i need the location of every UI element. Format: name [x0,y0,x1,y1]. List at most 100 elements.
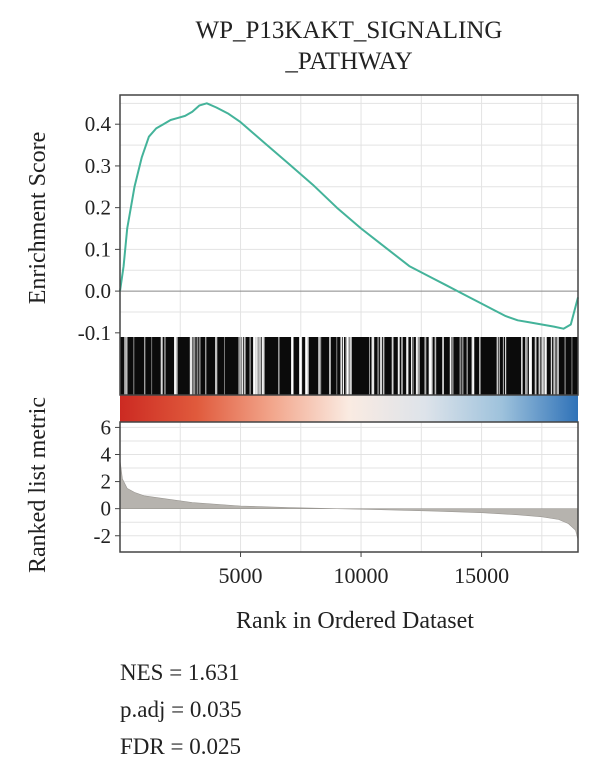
hit-gap [261,337,264,395]
hit-gap [238,337,241,395]
hit-gap [199,337,201,395]
hit-gap [479,337,481,395]
es-ytick-label: 0.1 [85,237,111,261]
hit-gap [305,337,308,395]
hit-gap [397,337,400,395]
hit-gap [564,337,566,395]
es-panel-frame [119,94,579,396]
hit-gap [196,337,199,395]
hit-gap [263,337,265,395]
hit-gap [558,337,559,395]
es-ytick-label: 0.2 [85,196,111,220]
hit-gap [193,337,196,395]
ranked-ytick-label: 6 [101,415,112,439]
hit-gap [292,337,293,395]
hit-gap [449,337,452,395]
hit-gap [255,337,258,395]
hit-gap [379,337,381,395]
es-ytick-label: 0.3 [85,154,111,178]
hit-gap [151,337,153,395]
hit-gap [340,337,343,395]
fdr-value: FDR = 0.025 [120,734,241,759]
hit-gap [459,337,462,395]
hit-gap [417,337,420,395]
ranked-ytick-label: 2 [101,470,112,494]
hit-bars [120,337,578,395]
hit-gap [550,337,553,395]
axis-text: 0.4 0.3 0.2 0.1 0.0 -0.1 6 4 2 0 -2 5000 10000 15000 R… [25,112,509,634]
hit-gap [300,337,303,395]
hit-gap [406,337,409,395]
hit-gap [259,337,261,395]
hit-gap [125,337,128,395]
hit-gap [391,337,394,395]
hit-gap [249,337,251,395]
xtick-label: 10000 [334,563,389,588]
hit-gap [345,337,347,395]
es-panel-curve [119,102,579,330]
ranked-panel-frame [119,421,579,553]
hit-gap [544,337,547,395]
hit-gap [424,337,427,395]
hit-gap [174,337,176,395]
hit-gap [336,337,338,395]
hit-gap [529,337,532,395]
hit-gap [430,337,432,395]
xtick-label: 15000 [454,563,509,588]
hit-gap [349,337,352,395]
hit-gap [521,337,523,395]
ranked-metric-area [119,459,579,540]
hit-gap [133,337,135,395]
hit-gap [535,337,537,395]
es-panel-grid [120,95,578,337]
hit-gap [329,337,330,395]
hit-gap [571,337,573,395]
hit-gap [342,337,344,395]
hit-gap [543,337,545,395]
hit-gap [347,337,349,395]
hit-gap [471,337,474,395]
hit-gap [243,337,246,395]
ranked-ytick-label: -2 [94,524,112,548]
hit-gap [553,337,556,395]
hit-gap [175,337,178,395]
nes-value: NES = 1.631 [120,660,240,685]
hit-gap [318,337,320,395]
hit-gap [382,337,385,395]
hit-gap [224,337,225,395]
hit-gap [189,337,192,395]
hit-gap [434,337,437,395]
hit-gap [541,337,544,395]
rank-color-strip [120,395,578,422]
chart-title-line-1: WP_P13KAKT_SIGNALING [195,17,503,44]
ranked-panel-area [119,459,579,540]
hit-gap [205,337,207,395]
panel-frames [119,94,579,553]
chart-title-line-2: _PATHWAY [285,48,413,75]
ranked-ytick-label: 4 [101,443,112,467]
hit-gap [372,337,375,395]
hit-gap [242,337,243,395]
hit-gap [192,337,193,395]
hit-gap [466,337,468,395]
hit-gap [239,337,242,395]
hit-gap [502,337,504,395]
hit-gap [299,337,301,395]
hit-gap [144,337,146,395]
padj-value: p.adj = 0.035 [120,697,242,722]
gsea-plot: 0.4 0.3 0.2 0.1 0.0 -0.1 6 4 2 0 -2 5000 10000 15000 R… [25,94,579,634]
hit-gap [451,337,454,395]
hit-gap [428,337,431,395]
hit-gap [415,337,418,395]
hit-gap [160,337,163,395]
hit-gap [401,337,403,395]
hit-gap [505,337,507,395]
xtick-label: 5000 [219,563,263,588]
rank-gradient-bar [120,395,578,422]
hit-gap [369,337,370,395]
es-ytick-label: -0.1 [78,321,111,345]
hit-gap [377,337,379,395]
hit-gap [534,337,536,395]
es-y-axis-label: Enrichment Score [25,132,51,305]
hit-gap [278,337,280,395]
